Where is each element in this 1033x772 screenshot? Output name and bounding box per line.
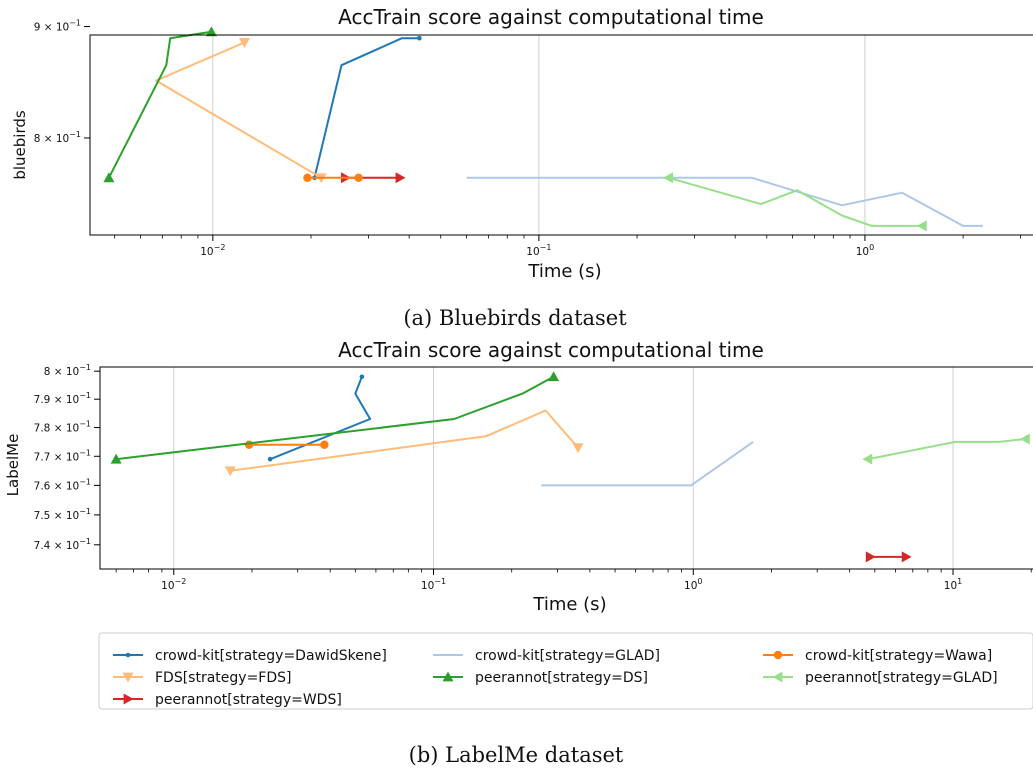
chart-a-ytick-label: 8 × 10−1 [34,130,81,145]
chart-a-line-fds-strategy-fds [155,41,322,179]
chart-a-line-peerannot-strategy-glad [668,176,923,227]
chart-b-grid [173,367,954,569]
chart-a-line-crowd-kit-strategy-dawidskene [313,37,420,179]
chart-b-ytick-label: 8 × 10−1 [44,363,91,378]
legend-label: FDS[strategy=FDS] [155,670,292,686]
chart-b-line-fds-strategy-fds [230,409,579,472]
legend-marker [772,671,783,683]
legend-label: crowd-kit[strategy=Wawa] [805,648,992,664]
chart-b-point-crowd-kit-strategy-wawa [244,440,254,449]
chart-a-point-peerannot-strategy-ds [103,172,115,183]
chart-a-series-peerannot-strategy-glad [663,172,927,232]
chart-a-series-crowd-kit-strategy-wawa [303,173,363,183]
chart-a-point-crowd-kit-strategy-wawa [354,173,363,183]
chart-b-plot: 10−2 10−1 100 101 7.4 × 10−1 7.5 × 10−1 7.6 × … [34,363,1033,592]
chart-a-series-peerannot-strategy-ds [103,26,217,183]
chart-b-series [110,371,1030,563]
chart-b-series-crowd-kit-strategy-glad [541,441,754,487]
chart-a-point-peerannot-strategy-wds [395,172,406,184]
chart-a-line-crowd-kit-strategy-glad [466,176,983,227]
chart-a-frame [89,34,1033,236]
chart-a-xtick-label: 100 [856,243,874,258]
chart-b-series-peerannot-strategy-ds [110,371,560,464]
chart-b-ytick-label: 7.8 × 10−1 [34,420,91,435]
chart-b-xtick-label: 10−2 [161,577,186,592]
chart-b-ylabel: LabelMe [4,434,22,497]
chart-a-ticks: 10−2 10−1 100 8 × 10−1 9 × 10−1 [34,19,1021,258]
chart-a-title: AccTrain score against computational tim… [338,5,764,29]
legend-item-crowd-kit-strategy-dawidskene: crowd-kit[strategy=DawidSkene] [113,648,387,664]
chart-b-point-peerannot-strategy-ds [110,453,122,464]
chart-a-point-peerannot-strategy-glad [663,172,674,184]
chart-b-ytick-label: 7.4 × 10−1 [34,537,91,552]
legend-item-crowd-kit-strategy-wawa: crowd-kit[strategy=Wawa] [763,648,992,664]
legend-marker [442,671,454,682]
chart-a-series-crowd-kit-strategy-dawidskene [312,35,422,181]
chart-b-point-crowd-kit-strategy-dawidskene [267,456,273,462]
legend-item-crowd-kit-strategy-glad: crowd-kit[strategy=GLAD] [433,648,660,664]
chart-b-xtick-label: 100 [684,577,702,592]
legend-label: crowd-kit[strategy=GLAD] [475,648,660,664]
chart-b-xtick-label: 101 [944,577,962,592]
chart-b-ytick-label: 7.6 × 10−1 [34,477,91,492]
chart-b-line-peerannot-strategy-glad [867,438,1026,461]
chart-a-grid [212,35,866,235]
chart-b-frame [99,366,1033,570]
legend: crowd-kit[strategy=DawidSkene] crowd-kit[… [98,632,1033,710]
chart-b-point-crowd-kit-strategy-dawidskene [359,374,365,380]
chart-a-point-peerannot-strategy-glad [916,220,927,232]
chart-b-ticks: 10−2 10−1 100 101 7.4 × 10−1 7.5 × 10−1 7.6 × … [34,363,1032,592]
chart-b-series-peerannot-strategy-wds [865,551,912,563]
legend-marker [125,652,131,658]
legend-item-peerannot-strategy-ds: peerannot[strategy=DS] [433,670,648,686]
chart-b-xtick-label: 10−1 [421,577,446,592]
legend-label: peerannot[strategy=DS] [475,670,648,686]
legend-marker [773,650,783,660]
legend-marker [123,693,134,705]
chart-b-point-crowd-kit-strategy-wawa [320,440,329,449]
legend-item-peerannot-strategy-glad: peerannot[strategy=GLAD] [763,670,998,686]
chart-a-series-crowd-kit-strategy-glad [466,176,983,227]
chart-a-plot: 10−2 10−1 100 8 × 10−1 9 × 10−1 [34,19,1033,258]
chart-b-point-peerannot-strategy-ds [548,371,560,382]
chart-a-xtick-label: 10−1 [526,243,551,258]
chart-b-ytick-label: 7.5 × 10−1 [34,507,91,522]
legend-marker [122,672,134,683]
chart-a-ylabel: bluebirds [11,110,29,180]
chart-b-point-peerannot-strategy-glad [862,453,873,465]
legend-box [98,632,1033,710]
chart-b-series-crowd-kit-strategy-dawidskene [267,374,372,462]
legend-item-peerannot-strategy-wds: peerannot[strategy=WDS] [113,692,342,708]
chart-b-line-crowd-kit-strategy-glad [541,441,754,487]
chart-a-point-crowd-kit-strategy-wawa [303,173,312,183]
chart-a-series [103,26,983,232]
chart-a-ytick-label: 9 × 10−1 [34,19,81,34]
chart-b-line-crowd-kit-strategy-dawidskene [269,376,372,461]
legend-label: crowd-kit[strategy=DawidSkene] [155,648,387,664]
chart-b-point-fds-strategy-fds [572,443,584,454]
chart-a-caption: (a) Bluebirds dataset [403,306,627,330]
chart-b-ytick-label: 7.7 × 10−1 [34,448,91,463]
chart-a-point-crowd-kit-strategy-dawidskene [417,35,422,41]
chart-b-point-fds-strategy-fds [224,466,236,477]
legend-item-fds-strategy-fds: FDS[strategy=FDS] [113,670,292,686]
chart-b-ytick-label: 7.9 × 10−1 [34,391,91,406]
chart-b-title: AccTrain score against computational tim… [338,338,764,362]
chart-b-xlabel: Time (s) [532,594,606,615]
chart-b-series-peerannot-strategy-glad [862,433,1030,465]
chart-a-xlabel: Time (s) [527,261,601,282]
chart-b-series-fds-strategy-fds [224,409,584,477]
legend-label: peerannot[strategy=GLAD] [805,670,998,686]
chart-b-point-peerannot-strategy-wds [901,551,912,563]
chart-b-point-peerannot-strategy-wds [865,551,876,563]
chart-b-caption: (b) LabelMe dataset [409,743,624,767]
chart-b-point-peerannot-strategy-glad [1019,433,1030,445]
chart-a-series-fds-strategy-fds [155,38,327,184]
chart-b-line-peerannot-strategy-ds [115,375,555,461]
chart-a-xtick-label: 10−2 [200,243,225,258]
legend-label: peerannot[strategy=WDS] [155,692,342,708]
chart-a-point-fds-strategy-fds [238,38,250,48]
chart-a-point-peerannot-strategy-ds [205,26,217,37]
